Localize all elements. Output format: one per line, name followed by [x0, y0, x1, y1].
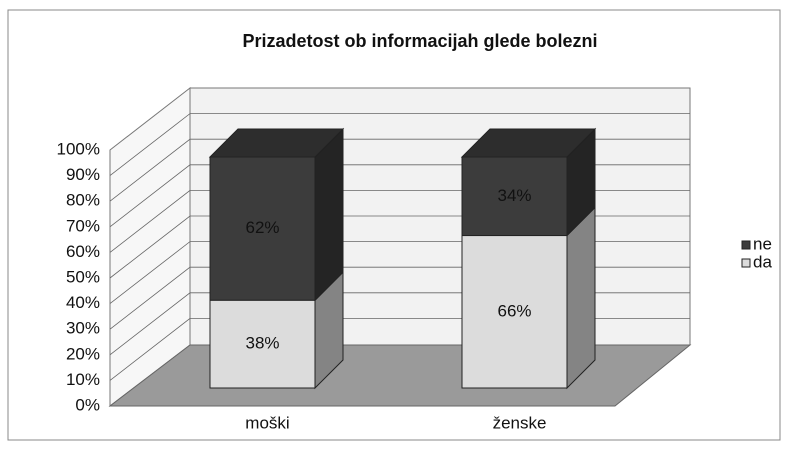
- x-tick-label: ženske: [493, 413, 547, 432]
- y-tick-label: 30%: [66, 319, 100, 338]
- bar-front: [209, 299, 316, 389]
- bar-front: [461, 156, 568, 237]
- bar-front: [209, 156, 316, 301]
- value-label: 38%: [245, 334, 279, 353]
- y-tick-label: 70%: [66, 216, 100, 235]
- bar-side: [566, 206, 596, 390]
- value-label: 34%: [497, 186, 531, 205]
- value-label: 66%: [497, 301, 531, 320]
- legend-label: da: [753, 252, 772, 271]
- y-tick-label: 20%: [66, 344, 100, 363]
- y-tick-label: 60%: [66, 242, 100, 261]
- grid-line: [109, 113, 690, 176]
- bar-top: [208, 128, 345, 158]
- bar-side: [314, 127, 344, 302]
- y-tick-label: 90%: [66, 165, 100, 184]
- y-tick-label: 40%: [66, 293, 100, 312]
- y-tick-label: 100%: [57, 139, 100, 158]
- bar-front: [461, 235, 568, 389]
- bar-top: [460, 128, 597, 158]
- legend-swatch: [741, 240, 751, 250]
- y-tick-label: 0%: [75, 395, 100, 414]
- y-tick-label: 10%: [66, 370, 100, 389]
- value-label: 62%: [245, 218, 279, 237]
- floor: [108, 344, 692, 407]
- y-tick-label: 50%: [66, 267, 100, 286]
- x-tick-label: moški: [245, 413, 289, 432]
- legend-swatch: [741, 258, 751, 268]
- legend-label: ne: [753, 234, 772, 253]
- y-tick-label: 80%: [66, 191, 100, 210]
- chart-title: Prizadetost ob informacijah glede bolezn…: [242, 31, 597, 51]
